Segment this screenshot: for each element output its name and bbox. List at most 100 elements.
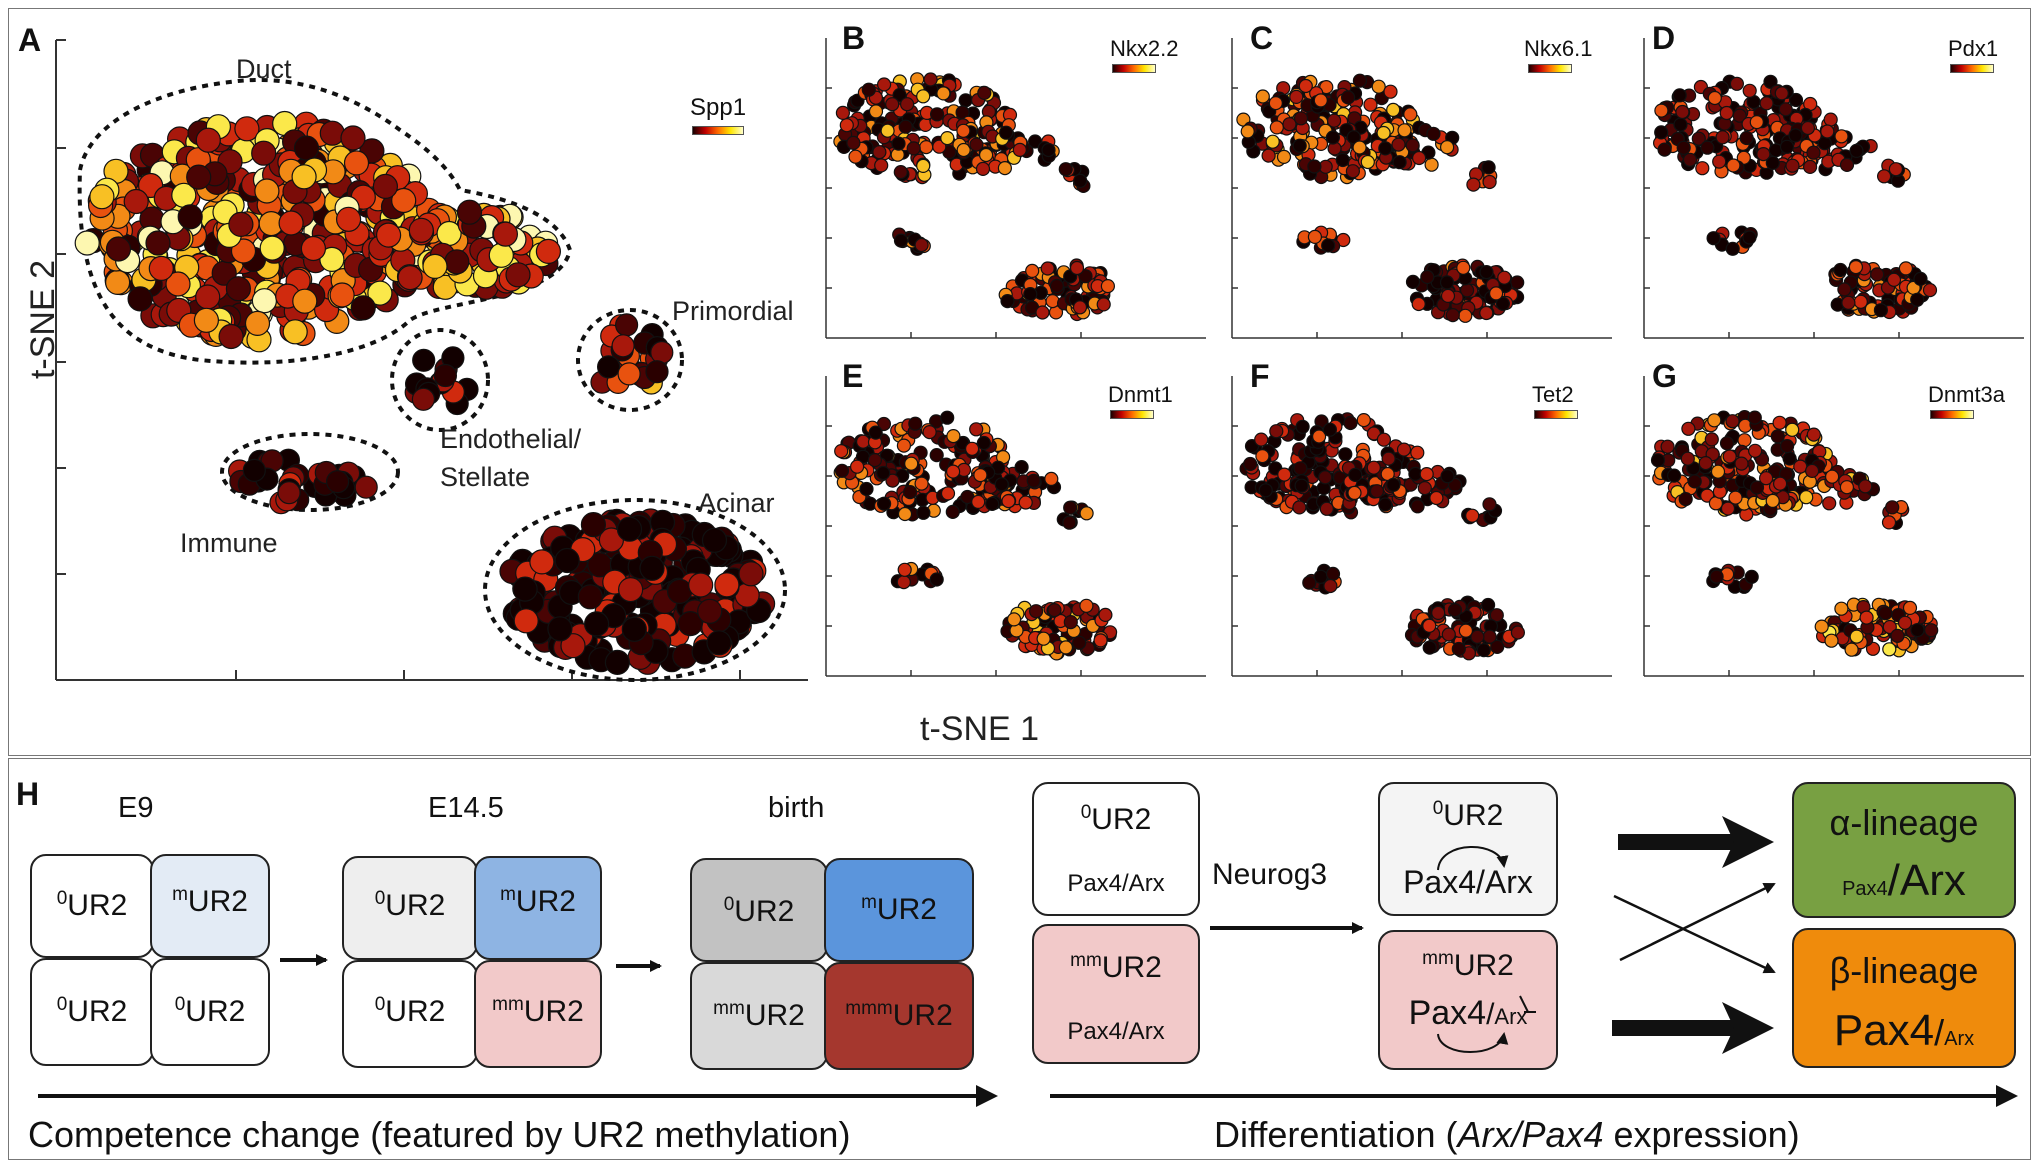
cell-point [225,276,251,302]
cell-point [300,235,326,262]
cell-point [940,131,955,146]
cell-point [1012,142,1027,157]
cell-point [1049,278,1065,294]
cell-point [1276,149,1292,164]
cell-point [835,105,851,121]
cell-point [547,616,573,642]
cell-point [251,140,277,166]
small-primordial-cells [1058,162,1091,193]
loop-arrow-lower [1437,1032,1509,1053]
cell-point [433,363,457,388]
cell-point [230,238,257,264]
cell-point [677,610,703,637]
cell-point [1072,300,1088,315]
cell-point [1041,142,1056,158]
cell-point [916,158,931,173]
cell-point [583,611,610,637]
caption-competence: Competence change (featured by UR2 methy… [28,1114,851,1155]
cell-point [697,598,723,624]
caption-differentiation-suffix: expression) [1603,1114,1800,1155]
inhibition-mark [1519,995,1536,1013]
cell-point [254,178,280,204]
cell-point [861,82,876,97]
cell-point [899,97,915,112]
cell-point [234,116,260,142]
cell-point [616,516,643,542]
cell-point [391,187,417,214]
top-frame [8,8,2031,756]
cell-point [408,217,434,243]
cell-point [929,107,945,122]
cell-point [876,77,892,92]
small-duct-tail-cells [1346,120,1460,172]
loop-arrow-upper [1437,846,1509,871]
cell-point [1025,263,1040,278]
caption-differentiation-prefix: Differentiation ( [1214,1114,1458,1155]
cell-point [165,271,191,297]
cell-point [1069,260,1085,276]
cell-point [1371,79,1386,94]
cell-point [127,286,153,312]
cell-point [997,161,1013,176]
cell-point [123,188,149,215]
cell-point [885,97,900,112]
cluster-label-endothelial: Endothelial/ [440,424,582,454]
cell-point [1386,102,1401,118]
cluster-label-duct: Duct [236,54,292,84]
cell-point [1403,107,1418,122]
cell-point [244,310,271,336]
cell-point [492,221,518,247]
cluster-label-immune: Immune [180,528,278,558]
small-immune-cells [892,227,931,256]
cell-point [293,135,320,161]
cell-point [292,288,318,314]
cell-point [218,323,244,350]
endothelial-cells [404,346,479,416]
cell-point [319,246,345,272]
cell-point [604,649,631,676]
cell-point [372,173,398,199]
cell-point [1268,95,1283,111]
cell-point [326,470,350,494]
cell-point [956,123,971,138]
cell-point [1298,78,1313,94]
cell-point [923,72,938,87]
cell-point [278,210,304,236]
cell-point [354,475,378,499]
cell-point [336,206,362,232]
small-duct-tail-cells [931,121,1060,176]
cell-point [898,119,913,134]
cell-point [186,164,212,190]
caption-differentiation-italic: Arx/Pax4 [1457,1114,1604,1155]
bottom-frame [8,758,2031,1160]
cell-point [529,549,555,575]
cell-point [1313,93,1328,108]
caption-differentiation: Differentiation (Arx/Pax4 expression) [1214,1114,1800,1156]
cell-point [639,555,665,581]
cell-point [282,319,308,345]
cell-point [1058,162,1073,177]
panel-a-tsne-plot [55,39,808,682]
cell-point [148,255,174,281]
cell-point [513,608,539,634]
primordial-outline [576,308,684,412]
cell-point [195,127,221,153]
cell-point [367,280,393,306]
legend-spp1-gradient [692,126,744,135]
cell-point [998,125,1014,140]
cell-point [1023,287,1038,302]
acinar-outline [483,498,787,682]
cell-point [714,572,740,598]
cell-point [1073,173,1088,188]
cell-point [512,576,538,602]
small-panel-0 [825,38,1206,339]
cluster-label-stellate: Stellate [440,462,531,492]
cell-point [177,204,203,230]
cell-point [1100,279,1116,294]
cell-point [376,222,402,248]
cell-point [329,282,355,308]
duct-outline [77,77,573,365]
immune-cells [228,448,378,515]
cell-point [846,135,861,150]
cell-point [89,184,115,210]
